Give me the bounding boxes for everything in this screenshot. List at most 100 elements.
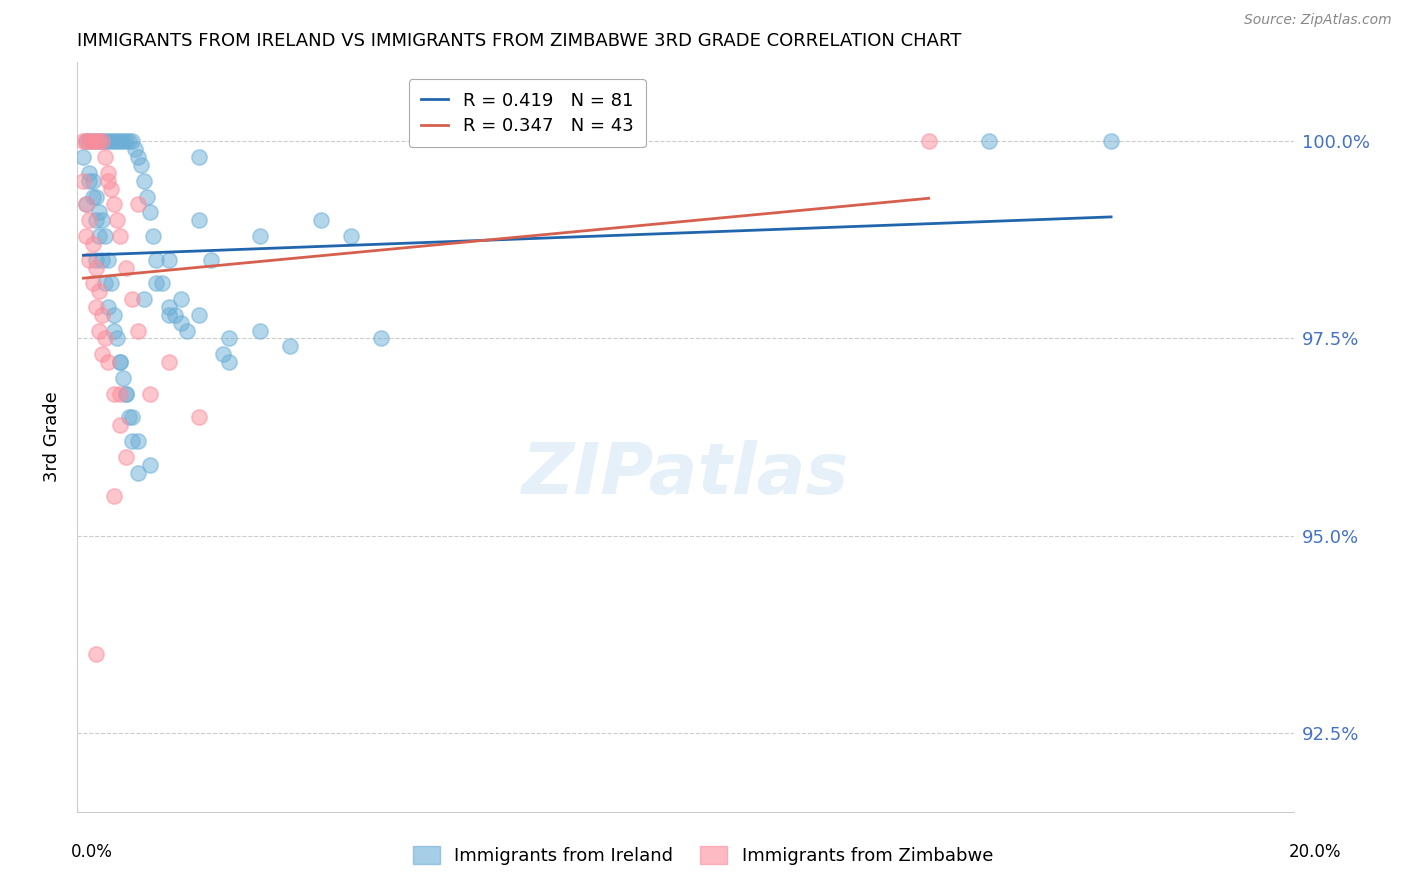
Immigrants from Zimbabwe: [97, 174, 120, 188]
Immigrants from Zimbabwe: [97, 166, 120, 180]
Immigrants from Zimbabwe: [79, 134, 101, 148]
Immigrants from Zimbabwe: [84, 260, 107, 275]
Immigrants from Ireland: [100, 134, 122, 148]
Immigrants from Ireland: [309, 213, 332, 227]
Immigrants from Ireland: [249, 324, 271, 338]
Immigrants from Ireland: [87, 134, 110, 148]
Immigrants from Ireland: [139, 458, 162, 472]
Immigrants from Ireland: [118, 134, 141, 148]
Immigrants from Zimbabwe: [108, 386, 131, 401]
Immigrants from Ireland: [103, 308, 125, 322]
Immigrants from Ireland: [176, 324, 198, 338]
Immigrants from Ireland: [134, 292, 156, 306]
Immigrants from Ireland: [84, 252, 107, 267]
Immigrants from Ireland: [82, 134, 104, 148]
Immigrants from Ireland: [134, 174, 156, 188]
Immigrants from Ireland: [103, 134, 125, 148]
Immigrants from Zimbabwe: [90, 347, 112, 361]
Immigrants from Ireland: [87, 229, 110, 244]
Immigrants from Zimbabwe: [79, 213, 101, 227]
Immigrants from Zimbabwe: [918, 134, 941, 148]
Immigrants from Ireland: [145, 252, 167, 267]
Immigrants from Ireland: [82, 174, 104, 188]
Immigrants from Ireland: [188, 308, 211, 322]
Immigrants from Ireland: [79, 166, 101, 180]
Immigrants from Zimbabwe: [105, 213, 128, 227]
Immigrants from Zimbabwe: [84, 134, 107, 148]
Immigrants from Ireland: [75, 134, 97, 148]
Immigrants from Ireland: [142, 229, 165, 244]
Immigrants from Ireland: [93, 229, 115, 244]
Immigrants from Ireland: [979, 134, 1001, 148]
Immigrants from Ireland: [90, 134, 112, 148]
Immigrants from Zimbabwe: [188, 410, 211, 425]
Immigrants from Ireland: [93, 277, 115, 291]
Immigrants from Ireland: [278, 339, 301, 353]
Immigrants from Zimbabwe: [103, 197, 125, 211]
Immigrants from Ireland: [127, 150, 149, 164]
Legend: Immigrants from Ireland, Immigrants from Zimbabwe: Immigrants from Ireland, Immigrants from…: [404, 837, 1002, 874]
Immigrants from Zimbabwe: [75, 134, 97, 148]
Immigrants from Ireland: [170, 316, 193, 330]
Immigrants from Ireland: [157, 300, 180, 314]
Immigrants from Ireland: [115, 134, 138, 148]
Immigrants from Ireland: [79, 174, 101, 188]
Immigrants from Ireland: [136, 189, 159, 203]
Immigrants from Ireland: [370, 331, 392, 345]
Immigrants from Ireland: [115, 386, 138, 401]
Immigrants from Ireland: [200, 252, 222, 267]
Immigrants from Zimbabwe: [75, 229, 97, 244]
Immigrants from Ireland: [111, 371, 134, 385]
Immigrants from Ireland: [152, 277, 174, 291]
Text: IMMIGRANTS FROM IRELAND VS IMMIGRANTS FROM ZIMBABWE 3RD GRADE CORRELATION CHART: IMMIGRANTS FROM IRELAND VS IMMIGRANTS FR…: [77, 32, 962, 50]
Immigrants from Ireland: [127, 466, 149, 480]
Immigrants from Ireland: [115, 386, 138, 401]
Text: Source: ZipAtlas.com: Source: ZipAtlas.com: [1244, 13, 1392, 28]
Immigrants from Ireland: [108, 355, 131, 369]
Immigrants from Ireland: [97, 252, 120, 267]
Immigrants from Zimbabwe: [157, 355, 180, 369]
Immigrants from Ireland: [127, 434, 149, 448]
Immigrants from Ireland: [129, 158, 152, 172]
Immigrants from Ireland: [340, 229, 363, 244]
Immigrants from Ireland: [97, 300, 120, 314]
Immigrants from Ireland: [84, 189, 107, 203]
Immigrants from Ireland: [163, 308, 186, 322]
Immigrants from Zimbabwe: [79, 252, 101, 267]
Immigrants from Zimbabwe: [84, 647, 107, 661]
Immigrants from Ireland: [218, 331, 240, 345]
Immigrants from Ireland: [82, 189, 104, 203]
Immigrants from Ireland: [111, 134, 134, 148]
Immigrants from Ireland: [157, 252, 180, 267]
Immigrants from Zimbabwe: [82, 277, 104, 291]
Immigrants from Ireland: [124, 142, 146, 156]
Immigrants from Ireland: [118, 410, 141, 425]
Immigrants from Zimbabwe: [139, 386, 162, 401]
Immigrants from Ireland: [139, 205, 162, 219]
Text: 0.0%: 0.0%: [70, 843, 112, 861]
Immigrants from Zimbabwe: [115, 450, 138, 464]
Immigrants from Ireland: [108, 134, 131, 148]
Immigrants from Ireland: [90, 252, 112, 267]
Immigrants from Zimbabwe: [75, 197, 97, 211]
Immigrants from Ireland: [157, 308, 180, 322]
Immigrants from Ireland: [97, 134, 120, 148]
Immigrants from Ireland: [212, 347, 235, 361]
Immigrants from Zimbabwe: [84, 300, 107, 314]
Immigrants from Ireland: [105, 331, 128, 345]
Immigrants from Zimbabwe: [127, 324, 149, 338]
Immigrants from Zimbabwe: [103, 386, 125, 401]
Immigrants from Ireland: [218, 355, 240, 369]
Immigrants from Zimbabwe: [82, 134, 104, 148]
Immigrants from Zimbabwe: [121, 292, 143, 306]
Immigrants from Ireland: [103, 324, 125, 338]
Immigrants from Ireland: [145, 277, 167, 291]
Immigrants from Ireland: [93, 134, 115, 148]
Immigrants from Ireland: [121, 434, 143, 448]
Immigrants from Zimbabwe: [82, 236, 104, 251]
Immigrants from Ireland: [79, 134, 101, 148]
Immigrants from Zimbabwe: [90, 134, 112, 148]
Immigrants from Zimbabwe: [72, 174, 94, 188]
Immigrants from Zimbabwe: [93, 331, 115, 345]
Immigrants from Ireland: [75, 197, 97, 211]
